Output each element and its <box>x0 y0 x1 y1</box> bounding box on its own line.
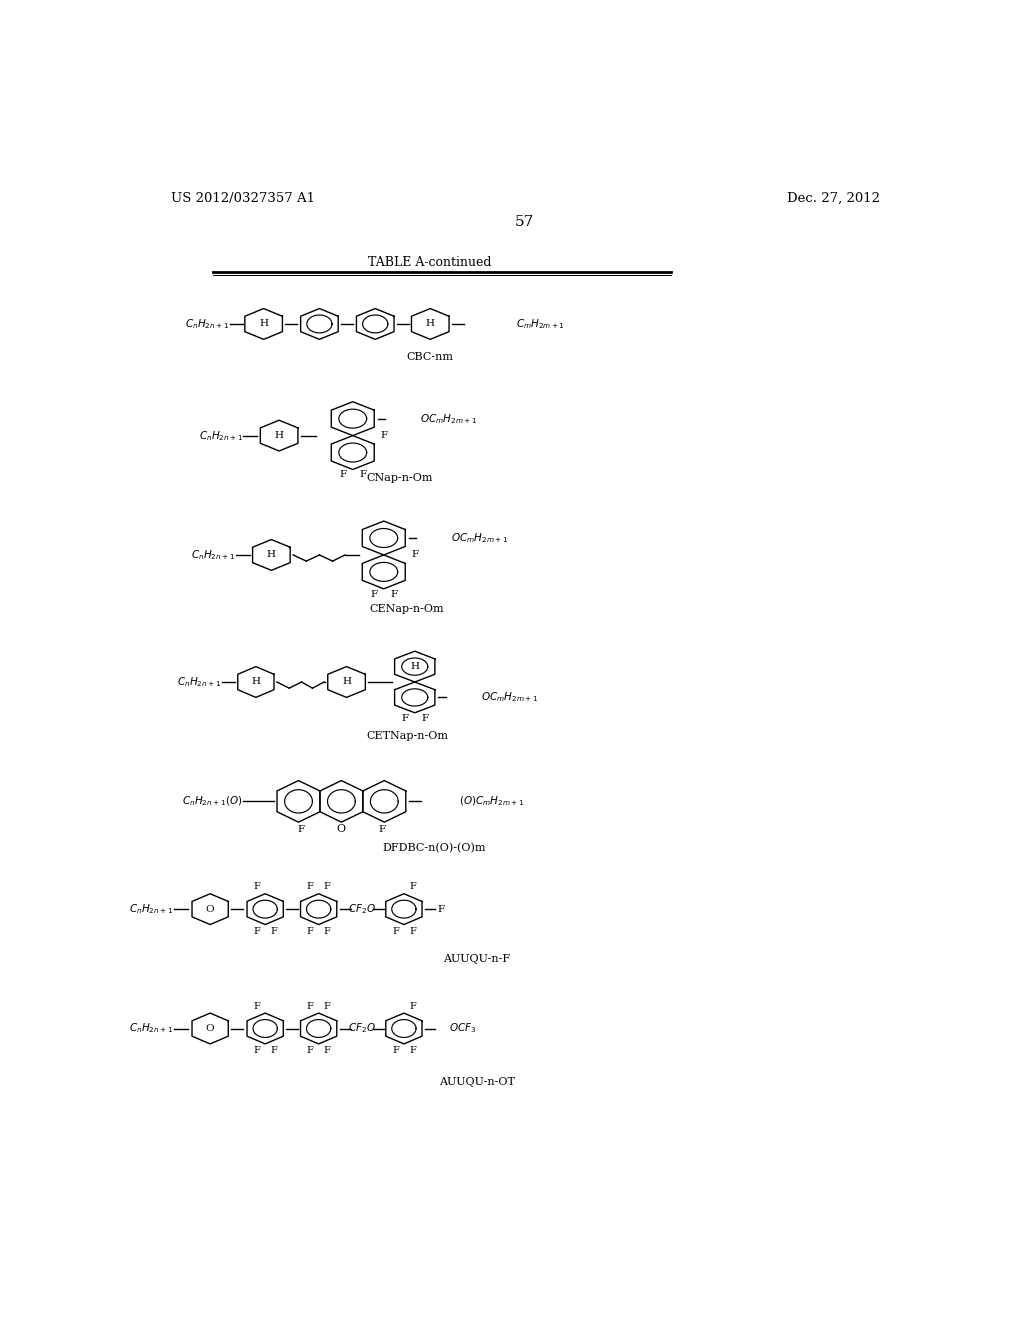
Text: F: F <box>270 1047 278 1055</box>
Text: F: F <box>306 1047 313 1055</box>
Text: F: F <box>392 1047 398 1055</box>
Text: $OC_mH_{2m+1}$: $OC_mH_{2m+1}$ <box>480 690 538 705</box>
Text: F: F <box>324 882 331 891</box>
Text: $C_nH_{2n+1}$: $C_nH_{2n+1}$ <box>199 429 243 442</box>
Text: $C_nH_{2n+1}$: $C_nH_{2n+1}$ <box>190 548 234 562</box>
Text: F: F <box>253 927 260 936</box>
Text: F: F <box>359 470 367 479</box>
Text: F: F <box>409 1002 416 1011</box>
Text: H: H <box>426 319 435 329</box>
Text: Dec. 27, 2012: Dec. 27, 2012 <box>786 191 880 205</box>
Text: $C_nH_{2n+1}$: $C_nH_{2n+1}$ <box>177 675 221 689</box>
Text: F: F <box>297 825 304 833</box>
Text: $C_nH_{2n+1}$: $C_nH_{2n+1}$ <box>129 1022 173 1035</box>
Text: F: F <box>339 470 346 479</box>
Text: F: F <box>306 882 313 891</box>
Text: CBC-nm: CBC-nm <box>407 352 454 362</box>
Text: F: F <box>324 927 331 936</box>
Text: F: F <box>253 882 260 891</box>
Text: CENap-n-Om: CENap-n-Om <box>370 603 444 614</box>
Text: O: O <box>206 904 214 913</box>
Text: F: F <box>270 927 278 936</box>
Text: F: F <box>370 590 377 599</box>
Text: F: F <box>409 927 416 936</box>
Text: AUUQU-n-OT: AUUQU-n-OT <box>439 1077 515 1088</box>
Text: $C_nH_{2n+1}$: $C_nH_{2n+1}$ <box>184 317 228 331</box>
Text: 57: 57 <box>515 215 535 228</box>
Text: F: F <box>324 1002 331 1011</box>
Text: F: F <box>306 1002 313 1011</box>
Text: F: F <box>390 590 397 599</box>
Text: F: F <box>409 1047 416 1055</box>
Text: $CF_2O$: $CF_2O$ <box>348 1022 376 1035</box>
Text: F: F <box>412 550 419 560</box>
Text: AUUQU-n-F: AUUQU-n-F <box>443 954 510 964</box>
Text: $C_nH_{2n+1}(O)$: $C_nH_{2n+1}(O)$ <box>182 795 243 808</box>
Text: F: F <box>437 904 444 913</box>
Text: O: O <box>337 824 346 834</box>
Text: $CF_2O$: $CF_2O$ <box>348 903 376 916</box>
Text: H: H <box>251 677 260 686</box>
Text: F: F <box>409 882 416 891</box>
Text: $OC_mH_{2m+1}$: $OC_mH_{2m+1}$ <box>452 531 508 545</box>
Text: H: H <box>274 432 284 440</box>
Text: F: F <box>306 927 313 936</box>
Text: $(O)C_mH_{2m+1}$: $(O)C_mH_{2m+1}$ <box>460 795 524 808</box>
Text: F: F <box>381 432 388 440</box>
Text: H: H <box>259 319 268 329</box>
Text: $OCF_3$: $OCF_3$ <box>449 1022 476 1035</box>
Text: CNap-n-Om: CNap-n-Om <box>366 473 432 483</box>
Text: F: F <box>253 1002 260 1011</box>
Text: F: F <box>392 927 398 936</box>
Text: F: F <box>324 1047 331 1055</box>
Text: CETNap-n-Om: CETNap-n-Om <box>366 731 449 741</box>
Text: DFDBC-n(O)-(O)m: DFDBC-n(O)-(O)m <box>382 843 485 854</box>
Text: TABLE A-continued: TABLE A-continued <box>369 256 492 269</box>
Text: F: F <box>379 825 386 833</box>
Text: $OC_mH_{2m+1}$: $OC_mH_{2m+1}$ <box>420 412 477 425</box>
Text: US 2012/0327357 A1: US 2012/0327357 A1 <box>171 191 314 205</box>
Text: O: O <box>206 1024 214 1034</box>
Text: H: H <box>267 550 275 560</box>
Text: F: F <box>253 1047 260 1055</box>
Text: H: H <box>411 663 419 671</box>
Text: $C_nH_{2n+1}$: $C_nH_{2n+1}$ <box>129 903 173 916</box>
Text: H: H <box>342 677 351 686</box>
Text: F: F <box>401 714 409 722</box>
Text: F: F <box>421 714 428 722</box>
Text: $C_mH_{2m+1}$: $C_mH_{2m+1}$ <box>515 317 564 331</box>
